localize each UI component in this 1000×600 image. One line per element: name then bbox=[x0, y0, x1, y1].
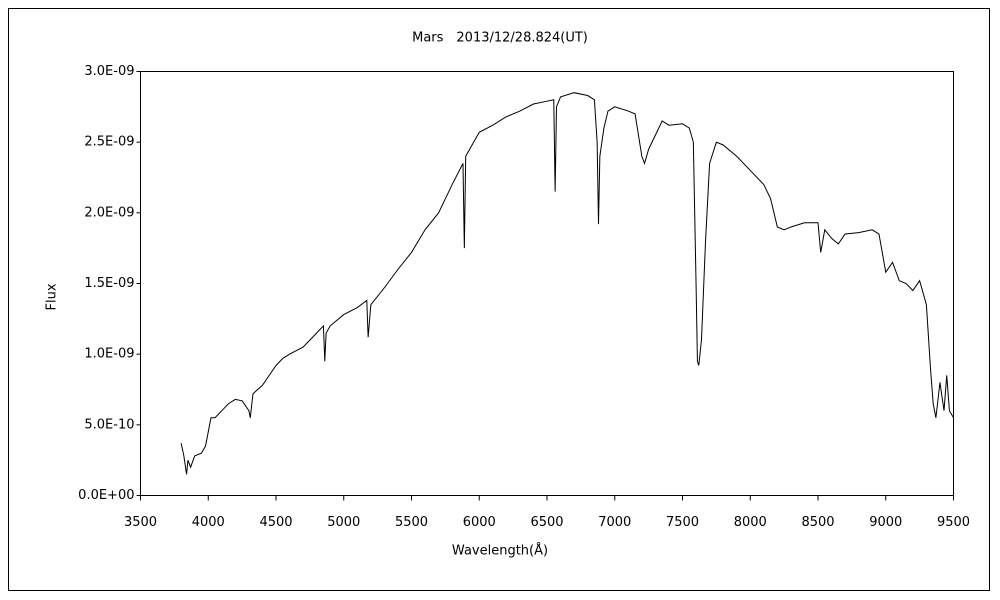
x-tick-label: 5500 bbox=[395, 515, 428, 530]
y-axis-label: Flux bbox=[45, 283, 60, 310]
x-tick-label: 9000 bbox=[869, 515, 902, 530]
y-tick-label: 2.0E-09 bbox=[84, 205, 134, 220]
y-tick-label: 5.0E-10 bbox=[84, 417, 134, 432]
x-tick-label: 6500 bbox=[530, 515, 563, 530]
y-tick-label: 1.0E-09 bbox=[84, 347, 134, 362]
chart-title: Mars 2013/12/28.824(UT) bbox=[412, 31, 588, 46]
y-tick-label: 0.0E+00 bbox=[78, 488, 134, 503]
y-tick-label: 2.5E-09 bbox=[84, 135, 134, 150]
y-tick-label: 3.0E-09 bbox=[84, 64, 134, 79]
x-tick-label: 8500 bbox=[801, 515, 834, 530]
x-axis-label: Wavelength(Å) bbox=[452, 543, 548, 559]
x-tick-label: 8000 bbox=[734, 515, 767, 530]
x-tick-label: 5000 bbox=[327, 515, 360, 530]
x-tick-label: 7000 bbox=[598, 515, 631, 530]
spectrum-line bbox=[180, 92, 954, 475]
x-tick-label: 4500 bbox=[259, 515, 292, 530]
x-tick-label: 9500 bbox=[937, 515, 970, 530]
chart-frame bbox=[8, 8, 990, 591]
x-tick-label: 3500 bbox=[124, 515, 157, 530]
x-tick-label: 4000 bbox=[192, 515, 225, 530]
x-tick-label: 6000 bbox=[463, 515, 496, 530]
x-tick-label: 7500 bbox=[666, 515, 699, 530]
y-tick-label: 1.5E-09 bbox=[84, 276, 134, 291]
